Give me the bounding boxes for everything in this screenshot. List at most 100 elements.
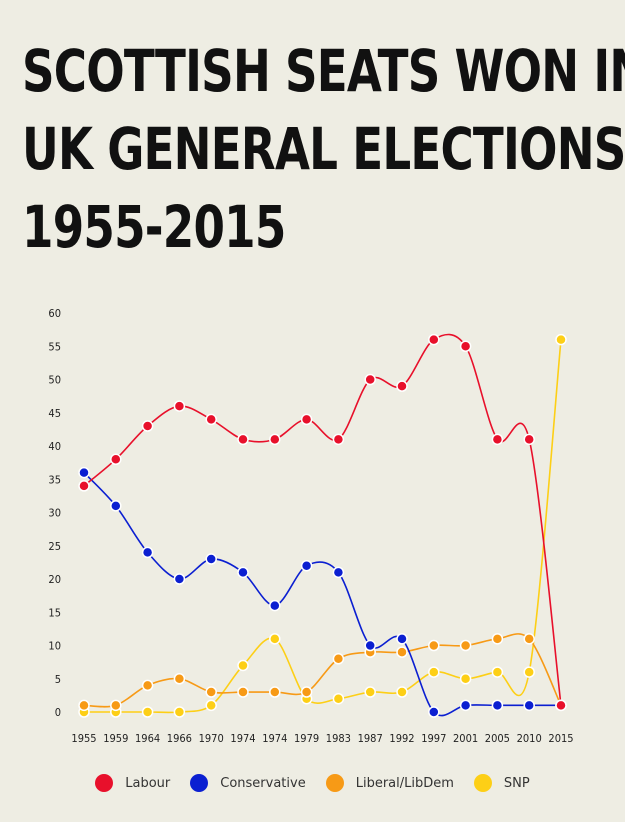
data-point (555, 333, 567, 346)
series-points-snp (78, 333, 567, 718)
series-points-labour (78, 333, 567, 712)
data-point (523, 699, 535, 712)
y-tick-label: 60 (48, 307, 61, 320)
x-tick-label: 1966 (167, 732, 192, 745)
x-tick-label: 1997 (421, 732, 446, 745)
data-point (300, 559, 313, 572)
x-tick-label: 1964 (135, 732, 160, 745)
data-point (396, 686, 408, 698)
data-point (459, 673, 472, 685)
x-tick-label: 2015 (548, 732, 573, 745)
data-point (396, 380, 408, 392)
data-point (237, 433, 249, 446)
legend-swatch (190, 774, 209, 792)
data-point (300, 686, 313, 698)
y-tick-label: 25 (48, 540, 61, 553)
data-point (173, 400, 186, 412)
y-tick-label: 35 (48, 473, 61, 486)
x-tick-label: 2001 (453, 732, 478, 745)
series-points-conservative (78, 466, 567, 718)
x-tick-label: 1992 (389, 732, 414, 745)
series-line-labour (83, 333, 562, 706)
x-tick-label: 2010 (517, 732, 542, 745)
data-point (491, 433, 504, 446)
data-point (459, 340, 472, 352)
x-axis: 1955 1959 1964 1966 1970 1974 1974 1979 1983 1987… (71, 732, 573, 745)
x-tick-label: 1979 (294, 732, 319, 745)
data-point (364, 639, 376, 652)
x-tick-label: 1959 (103, 732, 128, 745)
series-line-conservative (83, 472, 561, 717)
data-point (459, 699, 472, 712)
legend-swatch (473, 774, 492, 792)
data-point (269, 599, 281, 612)
legend-swatch (95, 774, 114, 792)
chart-title-line: 1955-2015 (22, 193, 286, 261)
data-point (205, 413, 217, 426)
data-point (205, 686, 217, 698)
legend-item-snp: SNP (473, 774, 530, 792)
data-point (523, 666, 535, 678)
data-point (173, 673, 186, 685)
y-tick-label: 45 (48, 407, 61, 420)
legend-label: Liberal/LibDem (355, 775, 454, 791)
legend: Labour Conservative Liberal/LibDem SNP (0, 774, 625, 792)
legend-item-conservative: Conservative (190, 774, 306, 792)
y-tick-label: 20 (48, 573, 61, 586)
data-point (269, 686, 281, 698)
data-point (364, 373, 376, 386)
series-line-snp (84, 339, 562, 714)
data-point (78, 480, 90, 492)
data-point (332, 653, 345, 665)
legend-item-liberal-libdem: Liberal/LibDem (325, 774, 454, 792)
x-tick-label: 1970 (199, 732, 224, 745)
data-point (396, 646, 408, 658)
data-point (491, 633, 504, 645)
data-point (555, 699, 567, 712)
data-point (237, 566, 249, 579)
x-tick-label: 1974 (262, 732, 287, 745)
y-tick-label: 50 (48, 374, 61, 387)
data-point (523, 633, 535, 645)
y-tick-label: 15 (48, 606, 61, 619)
data-point (459, 639, 472, 652)
series-line-liberal-libdem (83, 633, 562, 708)
data-point (141, 706, 154, 718)
data-point (141, 546, 154, 559)
series-points (78, 333, 567, 718)
legend-label: SNP (503, 775, 530, 791)
data-point (205, 553, 217, 565)
data-point (428, 333, 440, 346)
data-point (491, 666, 504, 678)
x-tick-label: 1983 (326, 732, 351, 745)
data-point (110, 699, 122, 712)
data-point (491, 699, 504, 712)
data-point (269, 633, 281, 645)
data-point (364, 686, 376, 698)
y-tick-label: 0 (55, 706, 61, 719)
x-tick-label: 1974 (230, 732, 255, 745)
data-point (237, 659, 249, 672)
y-tick-label: 55 (48, 340, 61, 353)
y-tick-label: 5 (55, 673, 61, 686)
data-point (428, 706, 440, 718)
data-point (205, 699, 217, 712)
data-point (141, 420, 154, 432)
series-lines (83, 333, 562, 717)
y-tick-label: 30 (48, 507, 61, 520)
data-point (332, 433, 345, 446)
data-point (141, 679, 154, 692)
data-point (173, 573, 186, 585)
data-point (396, 633, 408, 645)
data-point (523, 433, 535, 446)
legend-label: Conservative (220, 775, 306, 791)
legend-item-labour: Labour (95, 774, 170, 792)
x-tick-label: 1955 (71, 732, 96, 745)
data-point (237, 686, 249, 698)
data-point (78, 699, 90, 712)
y-tick-label: 40 (48, 440, 61, 453)
legend-swatch (325, 774, 344, 792)
data-point (110, 500, 122, 512)
